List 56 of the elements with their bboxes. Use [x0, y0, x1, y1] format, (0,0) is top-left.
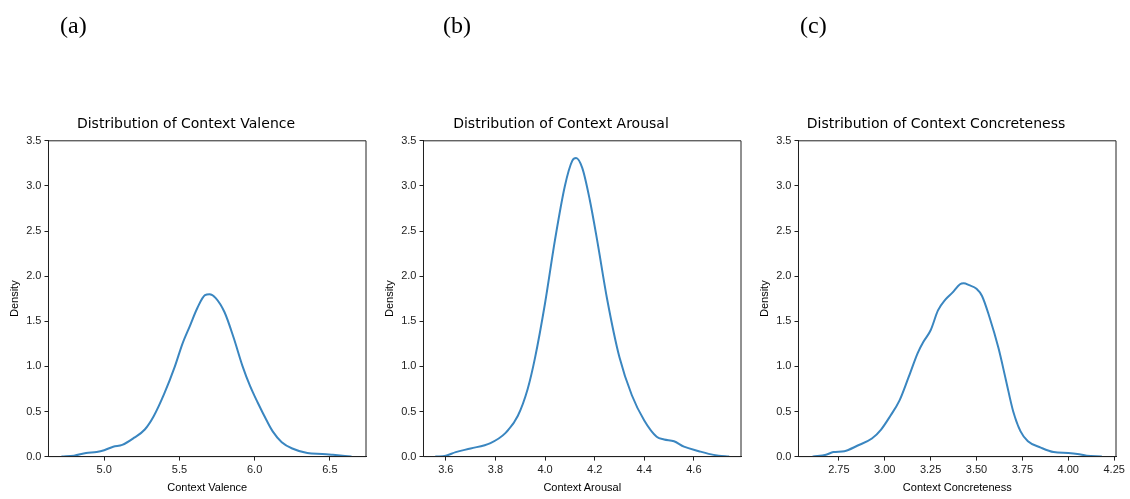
x-tick-label: 3.25 [919, 463, 942, 476]
x-tick-label: 4.2 [587, 463, 603, 476]
y-tick-label: 0.0 [401, 449, 417, 462]
x-tick-label: 4.4 [636, 463, 652, 476]
y-tick-label: 0.0 [776, 449, 792, 462]
x-tick-label: 6.0 [247, 463, 263, 476]
x-tick-label: 2.75 [828, 463, 850, 476]
x-tick-label: 3.8 [487, 463, 504, 476]
x-axis-title: Context Concreteness [902, 481, 1013, 494]
x-tick-label: 5.0 [96, 463, 112, 476]
y-tick-label: 0.0 [26, 449, 42, 462]
line-series [812, 282, 1103, 457]
x-tick-label: 4.0 [537, 463, 553, 476]
y-tick-label: 1.0 [776, 359, 792, 372]
text: (b) [443, 12, 471, 39]
y-tick-label: 0.5 [26, 404, 42, 417]
line-series [434, 156, 730, 457]
y-axis-title: Density [382, 279, 395, 318]
x-tick-label: 4.6 [686, 463, 702, 476]
y-tick-label: 0.5 [776, 404, 792, 417]
y-tick-label: 3.0 [776, 178, 792, 191]
y-tick-label: 1.0 [401, 359, 417, 372]
x-tick-label: 3.6 [438, 463, 454, 476]
chart-title: Distribution of Context Concreteness [806, 115, 1066, 132]
y-tick-label: 0.5 [401, 404, 417, 417]
line-series [61, 293, 352, 457]
y-tick-label: 3.5 [776, 133, 792, 146]
y-tick-label: 2.0 [26, 269, 42, 282]
x-axis-title: Context Valence [167, 481, 248, 494]
chart-title: Distribution of Context Valence [76, 115, 296, 132]
y-axis-title: Density [7, 279, 20, 318]
x-tick-label: 5.5 [171, 463, 188, 476]
text: (a) [60, 12, 87, 39]
y-tick-label: 3.5 [26, 133, 42, 146]
x-tick-label: 3.00 [874, 463, 896, 476]
y-tick-label: 3.5 [401, 133, 417, 146]
x-tick-label: 4.00 [1057, 463, 1079, 476]
x-tick-label: 4.25 [1103, 463, 1125, 476]
y-tick-label: 2.0 [776, 269, 792, 282]
y-tick-label: 2.5 [401, 224, 417, 237]
text: (c) [800, 12, 827, 39]
y-axis-title: Density [757, 279, 770, 318]
x-tick-label: 6.5 [322, 463, 338, 476]
y-tick-label: 2.5 [776, 224, 792, 237]
y-tick-label: 3.0 [401, 178, 417, 191]
x-axis-title: Context Arousal [543, 481, 622, 494]
y-tick-label: 1.5 [776, 314, 792, 327]
y-tick-label: 3.0 [26, 178, 42, 191]
y-tick-label: 1.5 [401, 314, 417, 327]
x-tick-label: 3.50 [965, 463, 988, 476]
y-tick-label: 1.5 [26, 314, 42, 327]
x-tick-label: 3.75 [1011, 463, 1034, 476]
chart-title: Distribution of Context Arousal [453, 115, 669, 132]
y-tick-label: 2.5 [26, 224, 42, 237]
y-tick-label: 2.0 [401, 269, 417, 282]
y-tick-label: 1.0 [26, 359, 42, 372]
